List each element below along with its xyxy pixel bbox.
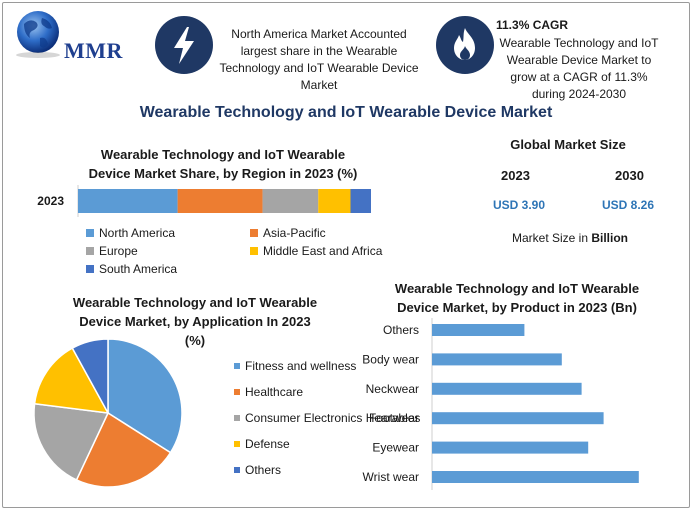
legend-label: Asia-Pacific bbox=[263, 226, 326, 240]
legend-swatch bbox=[250, 247, 258, 255]
main-title: Wearable Technology and IoT Wearable Dev… bbox=[139, 104, 553, 121]
legend-label: Europe bbox=[99, 244, 138, 258]
legend-swatch bbox=[86, 265, 94, 273]
region-chart-title-line: Wearable Technology and IoT Wearable bbox=[100, 147, 346, 162]
product-chart-title-line: Device Market, by Product in 2023 (Bn) bbox=[397, 300, 637, 315]
market-size-unit-prefix: Market Size in bbox=[511, 231, 592, 245]
application-legend-item-defense: Defense bbox=[234, 437, 290, 451]
legend-label: Fitness and wellness bbox=[245, 359, 357, 373]
legend-label: North America bbox=[99, 226, 176, 240]
global-market-size-title: Global Market Size bbox=[510, 137, 626, 152]
application-legend-item-healthcare: Healthcare bbox=[234, 385, 303, 399]
market-size-unit-bold: Billion bbox=[591, 231, 629, 245]
application-chart-title: Wearable Technology and IoT Wearable Dev… bbox=[40, 293, 350, 350]
application-chart-title-line: (%) bbox=[184, 333, 206, 348]
highlight-text-north-america: North America Market Accounted largest s… bbox=[219, 27, 419, 92]
market-value-2023: USD 3.90 bbox=[493, 198, 546, 212]
legend-swatch bbox=[250, 229, 258, 237]
legend-label: Healthcare bbox=[245, 385, 304, 399]
market-value-2030: USD 8.26 bbox=[602, 198, 655, 212]
legend-swatch bbox=[86, 247, 94, 255]
region-legend-item-middle-east-and-africa: Middle East and Africa bbox=[250, 244, 382, 258]
application-legend-item-others: Others bbox=[234, 463, 281, 477]
legend-swatch bbox=[234, 389, 240, 395]
legend-label: Others bbox=[245, 463, 282, 477]
legend-swatch bbox=[234, 415, 240, 421]
region-legend-item-south-america: South America bbox=[86, 262, 177, 276]
year-2030-label: 2030 bbox=[615, 168, 644, 183]
legend-label: Defense bbox=[245, 437, 290, 451]
region-legend-item-north-america: North America bbox=[86, 226, 175, 240]
legend-swatch bbox=[234, 467, 240, 473]
application-chart-title-line: Device Market, by Application In 2023 bbox=[79, 314, 311, 329]
product-chart-title-line: Wearable Technology and IoT Wearable bbox=[394, 281, 640, 296]
region-chart-title-line: Device Market Share, by Region in 2023 (… bbox=[88, 166, 358, 181]
legend-swatch bbox=[234, 363, 240, 369]
application-legend-item-consumer-electronics-hearables: Consumer Electronics Hearables bbox=[234, 411, 420, 425]
highlight-icon-circle bbox=[155, 16, 213, 74]
legend-label: South America bbox=[99, 262, 178, 276]
region-legend-item-europe: Europe bbox=[86, 244, 138, 258]
application-chart-title-line: Wearable Technology and IoT Wearable bbox=[72, 295, 318, 310]
legend-swatch bbox=[234, 441, 240, 447]
legend-swatch bbox=[86, 229, 94, 237]
flame-icon bbox=[454, 28, 475, 60]
globe-icon bbox=[16, 11, 60, 58]
product-chart-title: Wearable Technology and IoT Wearable Dev… bbox=[362, 279, 672, 317]
mmr-logo: MMR bbox=[10, 8, 140, 64]
application-legend-item-fitness-and-wellness: Fitness and wellness bbox=[234, 359, 356, 373]
year-2023-label: 2023 bbox=[501, 168, 530, 183]
logo-text: MMR bbox=[64, 38, 123, 63]
legend-label: Middle East and Africa bbox=[263, 244, 383, 258]
highlight-text-cagr: Wearable Technology and IoT Wearable Dev… bbox=[499, 36, 659, 101]
cagr-title: 11.3% CAGR bbox=[496, 18, 569, 32]
lightning-icon bbox=[174, 27, 194, 64]
region-chart-title: Wearable Technology and IoT Wearable Dev… bbox=[60, 145, 386, 183]
market-size-unit: Market Size in Billion bbox=[480, 231, 660, 245]
highlight-icon-circle bbox=[436, 16, 494, 74]
legend-label: Consumer Electronics Hearables bbox=[245, 411, 421, 425]
region-legend-item-asia-pacific: Asia-Pacific bbox=[250, 226, 326, 240]
